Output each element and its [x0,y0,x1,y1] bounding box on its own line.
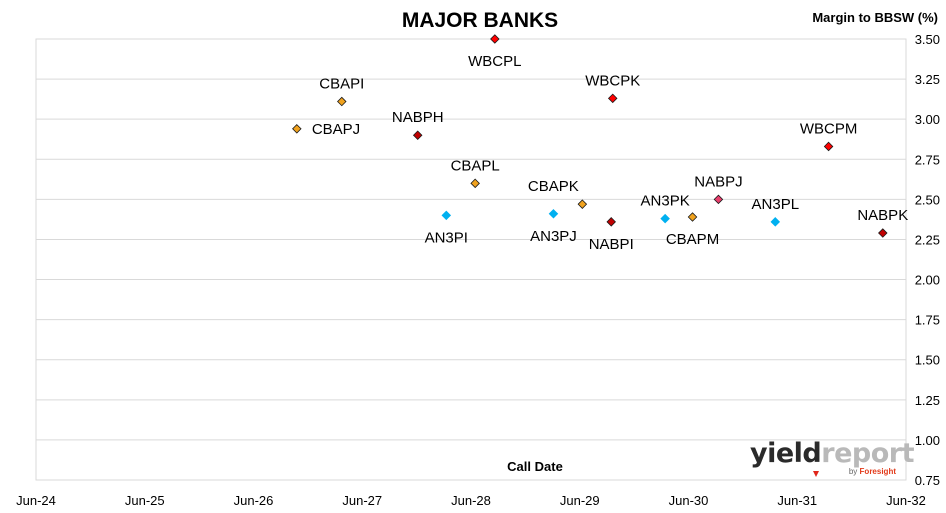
data-point-cbapi[interactable] [337,96,347,107]
data-point-cbapj[interactable] [292,124,302,134]
logo-marker-icon [813,471,819,477]
data-label-cbapl: CBAPL [451,157,500,174]
x-tick-label: Jun-29 [560,493,600,508]
chart-title: MAJOR BANKS [401,9,559,32]
data-point-wbcpm[interactable] [823,141,834,152]
data-label-cbapk: CBAPK [528,178,579,195]
x-tick-label: Jun-28 [451,493,491,508]
y-tick-label: 1.50 [915,353,940,368]
x-tick-label: Jun-30 [669,493,709,508]
data-label-cbapj: CBAPJ [312,121,360,138]
data-point-wbcpk[interactable] [607,93,618,104]
data-point-nabpj[interactable] [713,194,724,205]
x-tick-label: Jun-25 [125,493,165,508]
data-point-wbcpl[interactable] [490,34,500,44]
data-label-wbcpl: WBCPL [468,53,521,70]
data-label-an3pi: AN3PI [425,229,468,246]
y-tick-label: 1.25 [915,393,940,408]
y-tick-label: 2.50 [915,192,940,207]
x-tick-label: Jun-24 [16,493,56,508]
data-label-nabph: NABPH [392,109,444,126]
y-tick-label: 2.75 [915,152,940,167]
data-label-wbcpm: WBCPM [800,120,858,137]
x-tick-label: Jun-26 [234,493,274,508]
logo-byline: by Foresight [848,467,896,476]
data-label-an3pj: AN3PJ [530,228,577,245]
data-label-nabpk: NABPK [857,207,908,224]
y-tick-label: 3.50 [915,32,940,47]
y-tick-label: 3.00 [915,112,940,127]
y-axis-label: Margin to BBSW (%) [812,10,938,25]
x-tick-label: Jun-31 [777,493,817,508]
logo-yield-text: yield [750,438,822,469]
data-label-an3pk: AN3PK [641,193,690,210]
data-label-cbapm: CBAPM [666,231,719,248]
x-axis-label: Call Date [507,459,563,474]
x-tick-label: Jun-27 [342,493,382,508]
data-point-an3pk[interactable] [660,213,670,224]
data-point-an3pj[interactable] [548,209,559,219]
data-point-nabpi[interactable] [606,217,617,227]
data-point-an3pl[interactable] [770,217,781,227]
plot-area [35,38,907,481]
y-tick-label: 1.75 [915,313,940,328]
data-label-wbcpk: WBCPK [585,72,640,89]
data-point-nabpk[interactable] [878,228,888,238]
data-point-cbapk[interactable] [577,199,588,209]
data-label-nabpj: NABPJ [694,173,742,190]
data-label-cbapi: CBAPI [319,76,364,93]
logo-report-text: report [821,438,914,469]
data-label-nabpi: NABPI [589,236,634,253]
data-point-nabph[interactable] [412,130,423,140]
y-tick-label: 2.25 [915,232,940,247]
y-tick-label: 0.75 [915,473,940,488]
y-tick-label: 2.00 [915,273,940,288]
data-point-an3pi[interactable] [441,210,452,221]
y-tick-label: 1.00 [915,433,940,448]
yieldreport-logo: yieldreport by Foresight [750,438,914,480]
y-tick-label: 3.25 [915,72,940,87]
x-tick-label: Jun-32 [886,493,926,508]
data-point-cbapm[interactable] [687,212,698,222]
data-label-an3pl: AN3PL [752,196,800,213]
data-point-cbapl[interactable] [470,178,480,189]
